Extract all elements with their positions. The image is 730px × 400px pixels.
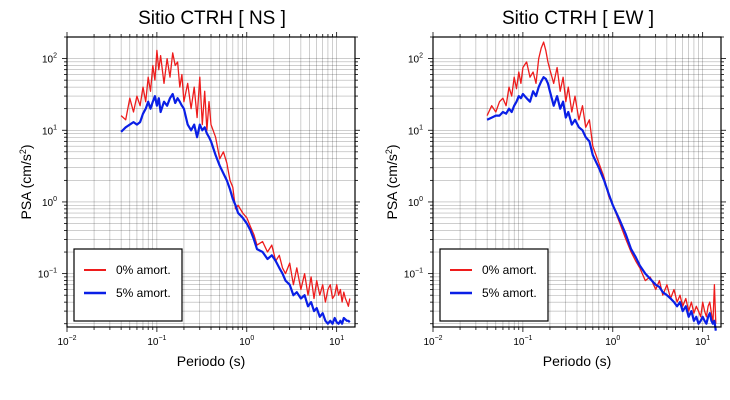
tick-base: 10 [57,337,69,348]
tick-base: 10 [423,337,435,348]
x-axis-label: Periodo (s) [177,353,245,369]
x-tick-labels: 10−2 10−1 100 101 [423,335,710,348]
series-line-5pct-damping [486,76,717,331]
y-tick-label: 100 [42,196,57,209]
tick-exponent: 0 [419,196,423,203]
tick-base: 10 [147,337,159,348]
y-tick-label: 10−1 [38,268,57,281]
y-tick-label: 100 [408,196,423,209]
y-axis-label-tail: ) [18,144,34,149]
legend-box [439,248,549,322]
tick-exponent: 0 [53,196,57,203]
y-axis-label-main: PSA (cm/s [384,154,400,219]
chart-title: Sitio CTRH [ NS ] [138,8,286,29]
tick-exponent: 1 [53,124,57,131]
x-tick-label: 10−1 [147,335,166,348]
tick-exponent: −1 [158,335,166,342]
y-axis-label-main: PSA (cm/s [18,154,34,219]
y-axis-label-tail: ) [384,144,400,149]
tick-base: 10 [513,337,525,348]
legend-label-1: 5% amort. [482,286,537,300]
series-layer [486,41,717,331]
y-axis-label-sup: 2 [384,149,394,154]
legend-label-0: 0% amort. [116,263,171,277]
x-tick-label: 10−2 [57,335,76,348]
tick-base: 10 [408,198,420,209]
tick-exponent: −1 [524,335,532,342]
plot-frame [66,36,356,328]
tick-base: 10 [695,337,707,348]
tick-exponent: −1 [415,268,423,275]
tick-exponent: −2 [69,335,77,342]
legend: 0% amort. 5% amort. [73,248,183,322]
tick-exponent: 1 [419,124,423,131]
y-axis-label: PSA (cm/s2) [384,144,400,219]
tick-base: 10 [408,55,420,66]
tick-exponent: 0 [250,335,254,342]
series-line-0pct-damping [486,41,717,325]
chart-ns: Sitio CTRH [ NS ] 10−2 10−1 100 101 10−1100… [18,8,360,369]
tick-exponent: 1 [340,335,344,342]
legend: 0% amort. 5% amort. [439,248,549,322]
tick-base: 10 [404,270,416,281]
chart-title: Sitio CTRH [ EW ] [502,8,654,29]
legend-label-0: 0% amort. [482,263,537,277]
y-tick-label: 10−1 [404,268,423,281]
tick-exponent: −1 [49,268,57,275]
legend-label-1: 5% amort. [116,286,171,300]
tick-base: 10 [38,270,50,281]
x-tick-label: 101 [329,335,344,348]
x-tick-label: 100 [239,335,254,348]
chart-ew: Sitio CTRH [ EW ] 10−2 10−1 100 101 10−1100… [384,8,726,369]
x-tick-label: 100 [605,335,620,348]
tick-base: 10 [329,337,341,348]
tick-base: 10 [42,126,54,137]
y-tick-label: 101 [42,124,57,137]
y-axis-label-sup: 2 [18,149,28,154]
series-line-0pct-damping [120,49,351,307]
tick-exponent: 2 [53,53,57,60]
series-line-5pct-damping [120,92,351,325]
x-tick-label: 10−2 [423,335,442,348]
tick-base: 10 [42,55,54,66]
grid [432,36,721,327]
x-tick-labels: 10−2 10−1 100 101 [57,335,344,348]
x-axis-label: Periodo (s) [543,353,611,369]
tick-exponent: 2 [419,53,423,60]
series-layer [120,49,351,325]
x-tick-label: 10−1 [513,335,532,348]
y-axis-label: PSA (cm/s2) [18,144,34,219]
tick-exponent: −2 [435,335,443,342]
tick-base: 10 [408,126,420,137]
y-tick-label: 102 [42,53,57,66]
tick-base: 10 [239,337,251,348]
y-tick-label: 101 [408,124,423,137]
x-tick-label: 101 [695,335,710,348]
tick-exponent: 1 [706,335,710,342]
plot-frame [432,36,722,328]
tick-base: 10 [605,337,617,348]
tick-exponent: 0 [616,335,620,342]
tick-base: 10 [42,198,54,209]
legend-box [73,248,183,322]
y-tick-label: 102 [408,53,423,66]
